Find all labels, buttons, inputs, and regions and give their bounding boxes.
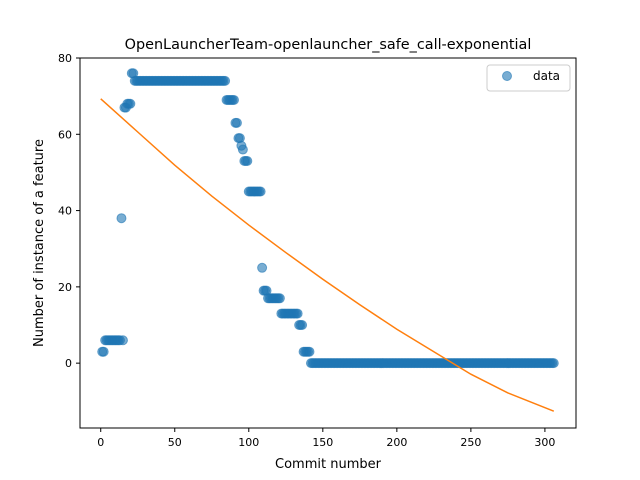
x-tick-label: 150 [312,436,333,449]
x-tick-label: 100 [238,436,259,449]
data-point [116,213,127,224]
x-axis: 0 50 100 150 200 250 300 [97,428,555,449]
data-point [125,98,136,109]
y-tick-label: 80 [58,52,72,65]
data-point [117,335,128,346]
data-point [304,346,315,357]
legend-marker-data [502,71,512,81]
chart-title: OpenLauncherTeam-openlauncher_safe_call-… [125,37,532,53]
legend-label-data: data [533,69,560,83]
x-tick-label: 250 [460,436,481,449]
data-point [297,320,308,331]
x-tick-label: 50 [168,436,182,449]
data-point [237,144,248,155]
y-tick-label: 20 [58,281,72,294]
axes-frame [79,57,577,429]
data-point [228,94,239,105]
y-axis: 0 20 40 60 80 [58,52,80,370]
data-point [220,75,231,86]
data-layer [97,68,559,412]
y-tick-label: 40 [58,205,72,218]
data-points [97,68,559,369]
data-point [255,186,266,197]
data-point [98,346,109,357]
data-point [231,117,242,128]
data-point [548,358,559,369]
data-point [242,155,253,166]
x-tick-label: 300 [534,436,555,449]
fit-line [100,98,555,412]
x-tick-label: 200 [386,436,407,449]
y-tick-label: 60 [58,128,72,141]
legend: data [486,64,571,92]
data-point [257,262,268,273]
y-tick-label: 0 [65,357,72,370]
x-axis-label: Commit number [275,457,382,472]
data-point [274,293,285,304]
data-point [292,308,303,319]
x-tick-label: 0 [97,436,104,449]
y-axis-label: Number of instance of a feature [32,139,47,347]
